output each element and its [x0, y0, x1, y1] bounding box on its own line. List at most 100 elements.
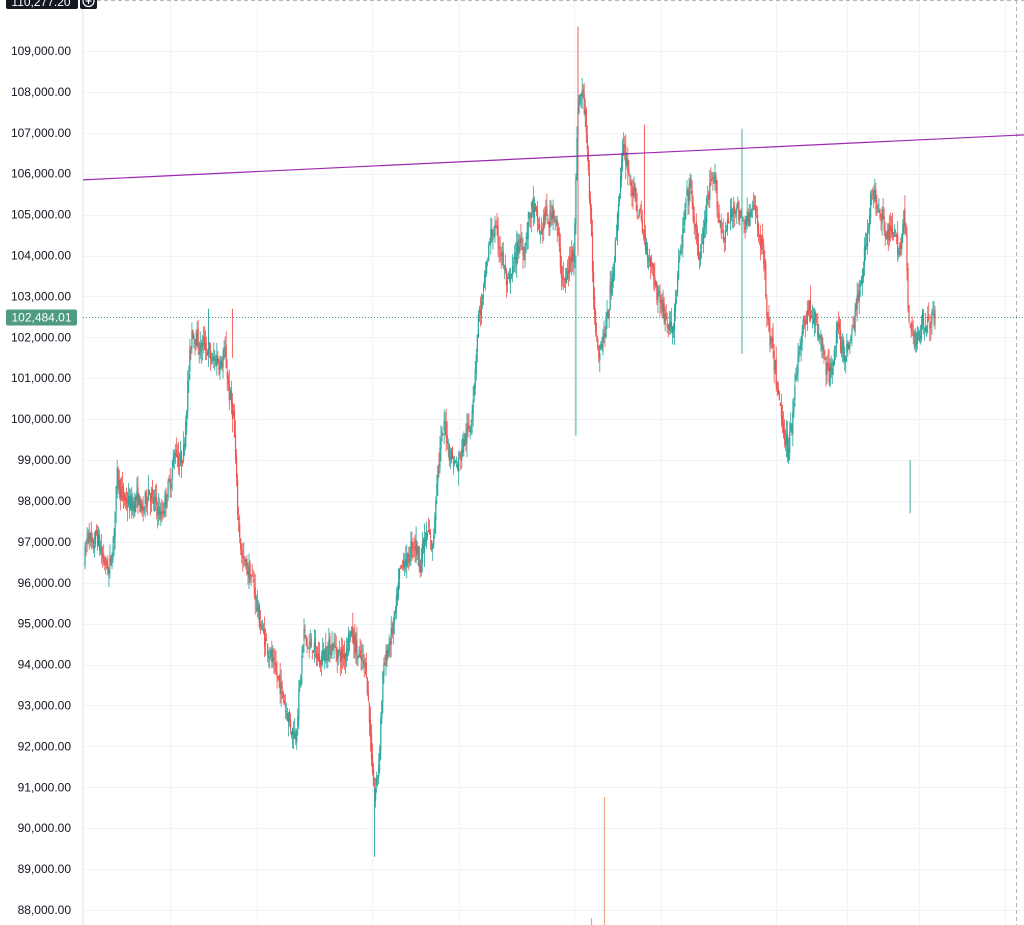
candle-body	[565, 277, 568, 284]
candle-body	[295, 733, 297, 741]
y-tick-label: 98,000.00	[18, 494, 72, 508]
candle-body	[131, 496, 133, 512]
candle-body	[241, 550, 243, 556]
candle-body	[721, 229, 723, 231]
candle-body	[233, 410, 236, 438]
candle-body	[852, 325, 854, 327]
candle-body	[700, 245, 703, 248]
candle-body	[809, 299, 812, 320]
candle-body	[791, 426, 793, 432]
candle-body	[684, 209, 686, 219]
trendline[interactable]	[82, 134, 1024, 181]
candle-body	[823, 351, 825, 356]
candle-body	[734, 207, 736, 213]
candle-body	[705, 218, 707, 225]
candle-body	[467, 423, 469, 429]
y-axis: 109,000.00 108,000.00 107,000.00 106,000.00…	[11, 44, 71, 917]
candle-body	[870, 194, 872, 218]
candle-body	[612, 273, 614, 282]
candle-body	[491, 229, 493, 238]
candle-body	[387, 649, 389, 657]
candle-body	[161, 511, 163, 515]
candle-body	[907, 268, 909, 309]
candle-body	[252, 580, 254, 582]
candle-body	[309, 641, 311, 645]
candle-body	[197, 328, 199, 349]
candle-body	[428, 529, 431, 535]
candle-body	[235, 457, 238, 478]
candle-body	[384, 662, 386, 666]
candle-body	[281, 686, 283, 689]
candle-body	[251, 575, 253, 577]
candle-body	[869, 216, 871, 229]
candle-body	[658, 290, 660, 293]
candle-body	[519, 238, 521, 245]
candle-body	[172, 457, 174, 467]
candle-body	[850, 335, 852, 341]
candle-body	[324, 649, 326, 662]
candle-body	[450, 450, 452, 462]
candle-body	[649, 256, 651, 262]
candle-body	[273, 658, 275, 660]
candle-body	[261, 625, 264, 628]
candle-body	[102, 553, 104, 558]
candle-body	[513, 262, 515, 264]
candle-body	[890, 228, 893, 233]
candle-body	[203, 336, 205, 346]
candle-body	[896, 235, 898, 237]
plus-button[interactable]	[80, 0, 97, 9]
candle-body	[604, 333, 606, 337]
candle-body	[654, 276, 656, 287]
candle-body	[177, 455, 180, 468]
candle-body	[440, 438, 442, 450]
candle-body	[526, 236, 528, 240]
candle-body	[490, 229, 492, 243]
candle-body	[266, 639, 268, 641]
candle-body	[480, 300, 483, 317]
candle-body	[617, 204, 620, 219]
candle-body	[499, 249, 501, 251]
candle-body	[927, 317, 929, 323]
candle-body	[628, 168, 630, 173]
candle-body	[230, 389, 232, 405]
candle-body	[677, 275, 679, 294]
candle-body	[525, 242, 527, 245]
candle-body	[342, 654, 345, 657]
candle-body	[776, 382, 778, 390]
candle-body	[606, 312, 608, 318]
candle-body	[310, 638, 312, 648]
candle-body	[769, 329, 771, 346]
candle-body	[788, 449, 790, 461]
candle-body	[463, 439, 465, 448]
candle-body	[656, 281, 658, 300]
candle-body	[835, 329, 838, 346]
y-tick-label: 99,000.00	[18, 453, 72, 467]
candle-body	[803, 316, 805, 322]
candle-body	[747, 214, 749, 222]
candle-body	[291, 728, 294, 735]
y-tick-label: 90,000.00	[18, 821, 72, 835]
candle-body	[667, 324, 669, 329]
candle-body	[398, 568, 401, 580]
top-price-label: 110,277.20	[11, 0, 70, 9]
candle-body	[305, 634, 307, 639]
candle-body	[274, 662, 276, 665]
candle-body	[743, 220, 745, 226]
candle-body	[663, 303, 665, 322]
candle-body	[304, 629, 306, 631]
candle-body	[601, 343, 603, 349]
candle-body	[908, 305, 910, 322]
candle-body	[732, 213, 734, 217]
candle-body	[837, 325, 840, 327]
candle-body	[521, 245, 523, 247]
candle-body	[361, 657, 363, 661]
candle-body	[910, 324, 912, 326]
candle-body	[715, 176, 717, 184]
candle-body	[351, 627, 353, 634]
candle-body	[272, 657, 274, 662]
candle-body	[162, 511, 164, 514]
candle-body	[395, 596, 397, 611]
candle-body	[609, 285, 611, 310]
candle-body	[696, 229, 698, 242]
